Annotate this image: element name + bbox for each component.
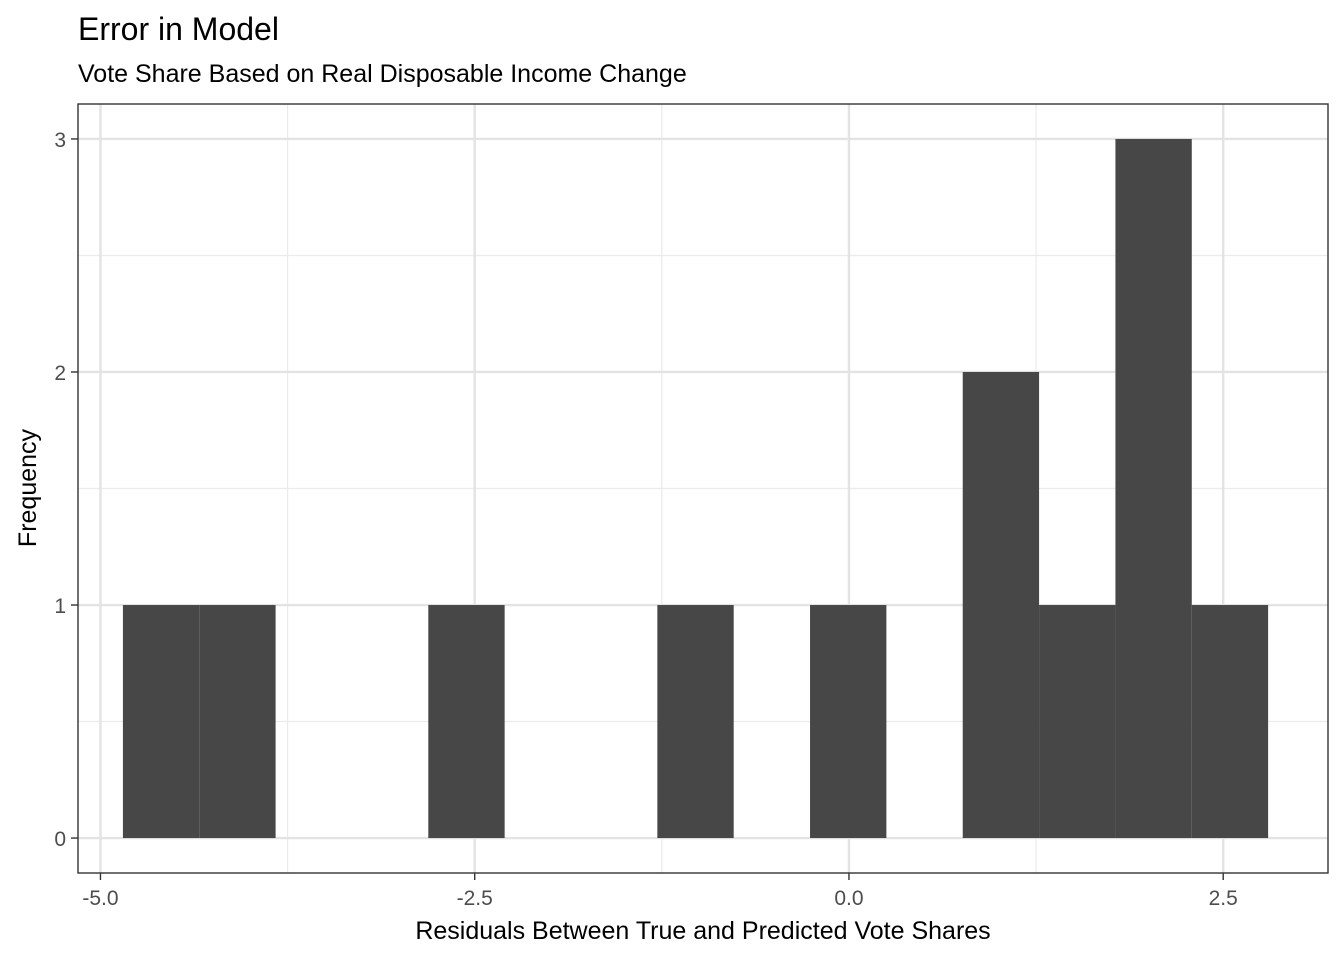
plot-panel-border bbox=[77, 103, 1329, 874]
histogram-bar bbox=[1039, 605, 1116, 839]
histogram-bar bbox=[122, 605, 200, 839]
histogram-bar bbox=[962, 371, 1040, 839]
x-axis-label: Residuals Between True and Predicted Vot… bbox=[415, 917, 990, 945]
y-axis-label: Frequency bbox=[14, 428, 42, 547]
histogram-bar bbox=[428, 605, 505, 839]
y-tick-label: 0 bbox=[54, 828, 66, 851]
bar-layer bbox=[122, 138, 1269, 839]
histogram-bar bbox=[810, 605, 887, 839]
x-tick-label: 2.5 bbox=[1209, 887, 1238, 910]
y-tick-label: 1 bbox=[54, 595, 66, 618]
x-tick-label: -5.0 bbox=[82, 887, 118, 910]
histogram-bar bbox=[199, 605, 276, 839]
x-tick-label: -2.5 bbox=[457, 887, 493, 910]
chart-title: Error in Model bbox=[78, 11, 279, 47]
y-tick-label: 2 bbox=[54, 362, 66, 385]
axis-layer: -5.0 -2.5 0.0 2.5 0 1 2 3 bbox=[54, 129, 1237, 910]
histogram-bar bbox=[1115, 138, 1192, 839]
x-tick-label: 0.0 bbox=[834, 887, 863, 910]
histogram-bar bbox=[1191, 605, 1269, 839]
histogram-bar bbox=[657, 605, 734, 839]
chart-subtitle: Vote Share Based on Real Disposable Inco… bbox=[78, 60, 687, 88]
y-tick-label: 3 bbox=[54, 129, 66, 152]
